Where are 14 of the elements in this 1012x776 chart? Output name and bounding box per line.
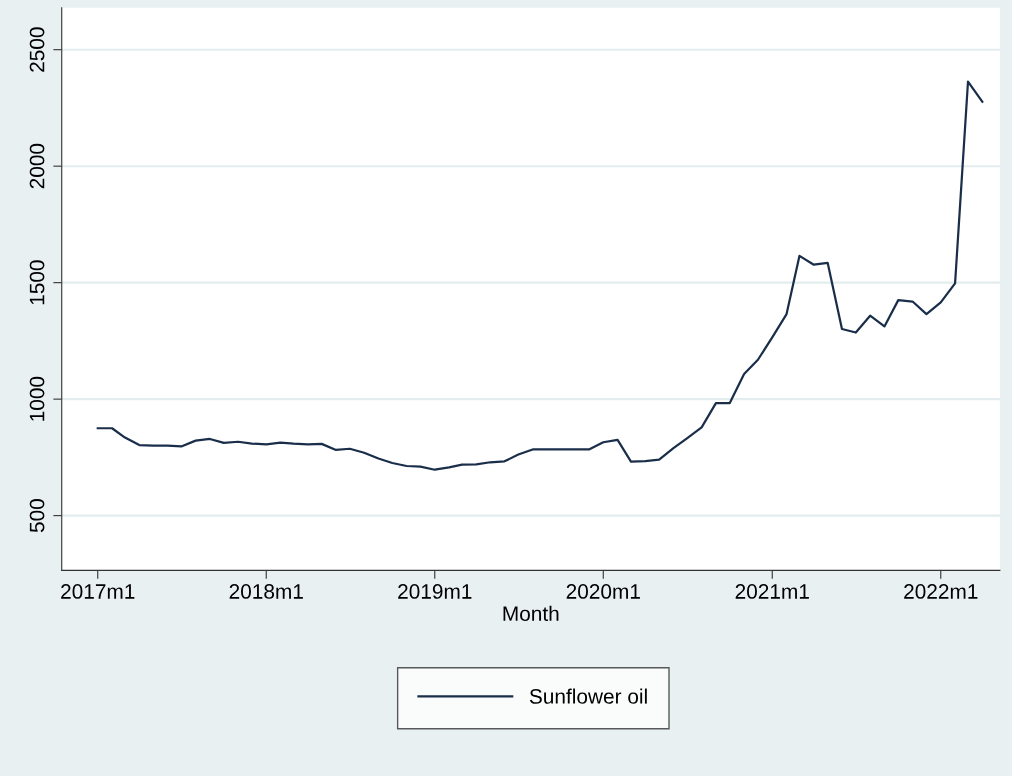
line-series xyxy=(96,80,984,471)
x-tick-label: 2020m1 xyxy=(566,584,640,599)
y-tick-label: 1000 xyxy=(29,376,45,421)
legend-label: Sunflower oil xyxy=(529,688,647,704)
y-tick-label: 2000 xyxy=(29,143,45,189)
y-tick-label: 500 xyxy=(29,499,45,533)
x-axis-title: Month xyxy=(503,605,559,622)
x-tick-label: 2022m1 xyxy=(904,584,978,599)
x-tick-label: 2019m1 xyxy=(398,584,472,599)
y-tick-label: 2500 xyxy=(29,27,45,72)
x-tick-label: 2018m1 xyxy=(229,584,303,599)
y-tick-label: 1500 xyxy=(29,260,45,305)
x-tick-label: 2017m1 xyxy=(61,584,135,599)
x-tick-label: 2021m1 xyxy=(735,584,809,599)
